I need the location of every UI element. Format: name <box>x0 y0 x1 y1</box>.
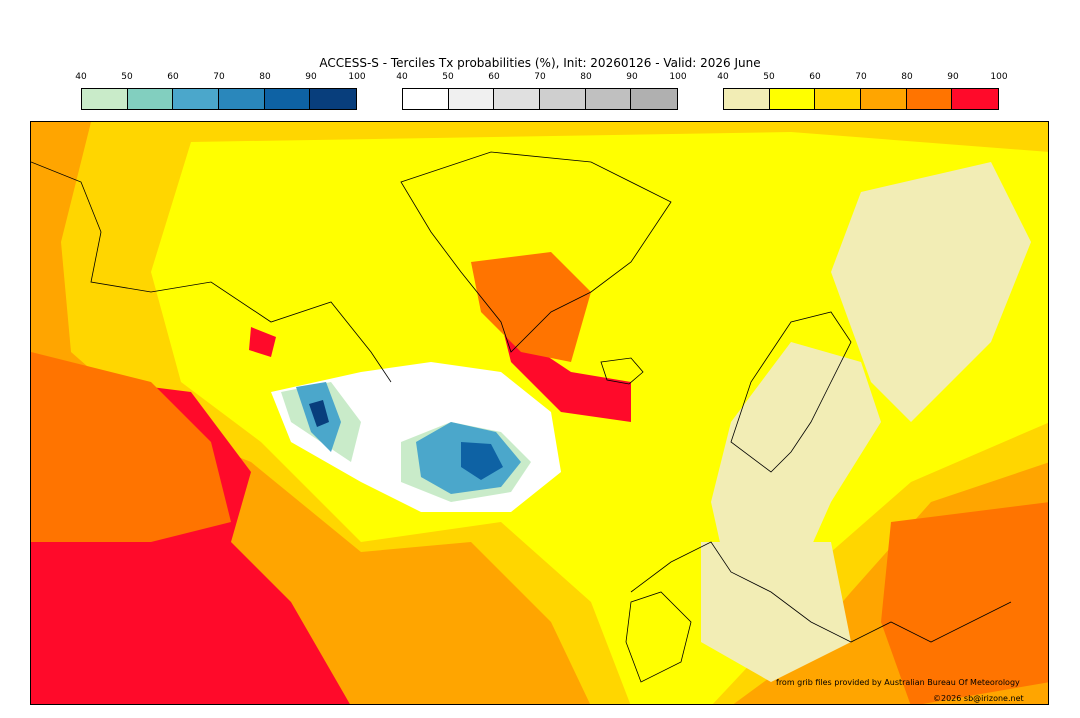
legend-swatch <box>540 89 586 109</box>
legend-normal: 40 50 60 70 80 90 100 <box>396 72 687 112</box>
legend-swatch <box>769 89 816 109</box>
probability-map-canvas <box>31 122 1048 704</box>
legend-below-ticks: 40 50 60 70 80 90 100 <box>75 72 365 86</box>
legend-swatch <box>82 89 128 109</box>
data-source-credit: from grib files provided by Australian B… <box>776 678 1020 687</box>
strong-warm-small <box>249 327 276 357</box>
legend-swatch <box>631 89 678 109</box>
legend-tick: 90 <box>626 72 638 82</box>
legend-tick: 60 <box>488 72 500 82</box>
legend-tick: 100 <box>348 72 366 82</box>
coastline-scandinavia <box>730 311 852 473</box>
map-title: ACCESS-S - Terciles Tx probabilities (%)… <box>319 56 761 70</box>
legend-normal-ticks: 40 50 60 70 80 90 100 <box>396 72 686 86</box>
legend-swatch <box>219 89 265 109</box>
legend-below: 40 50 60 70 80 90 100 <box>75 72 366 112</box>
probability-map: from grib files provided by Australian B… <box>30 121 1049 705</box>
legend-swatch <box>952 89 999 109</box>
legend-swatch <box>448 89 495 109</box>
legend-swatch <box>724 89 770 109</box>
warm-orange-patch-1 <box>471 252 591 362</box>
legend-swatch <box>127 89 174 109</box>
legend-tick: 70 <box>534 72 546 82</box>
coastline-greenland <box>400 151 672 353</box>
legend-swatch <box>403 89 449 109</box>
legend-tick: 60 <box>167 72 179 82</box>
legend-tick: 90 <box>947 72 959 82</box>
legend-above: 40 50 60 70 80 90 100 <box>717 72 1008 112</box>
legend-tick: 70 <box>213 72 225 82</box>
legend-swatch <box>310 89 357 109</box>
coastline-europe <box>630 541 1012 643</box>
legend-swatch <box>861 89 907 109</box>
cool-region-dark <box>309 400 329 427</box>
pale-region-europe <box>701 542 851 682</box>
legend-tick: 70 <box>855 72 867 82</box>
legend-tick: 90 <box>305 72 317 82</box>
legend-swatch <box>494 89 541 109</box>
legend-above-colorbar <box>723 88 999 110</box>
legend-normal-colorbar <box>402 88 678 110</box>
legend-tick: 100 <box>669 72 687 82</box>
copyright-credit: ©2026 sb@irizone.net <box>933 694 1024 703</box>
legend-swatch <box>173 89 220 109</box>
legend-swatch <box>906 89 953 109</box>
pale-region-scandinavia <box>711 342 881 592</box>
legend-swatch <box>815 89 862 109</box>
coastline-iberia <box>625 591 692 683</box>
legend-tick: 60 <box>809 72 821 82</box>
coastline-iceland <box>600 357 644 385</box>
legend-tick: 40 <box>75 72 87 82</box>
legend-swatch <box>264 89 311 109</box>
legend-tick: 50 <box>442 72 454 82</box>
legend-swatch <box>585 89 632 109</box>
pale-region-russia <box>831 162 1031 422</box>
legend-tick: 40 <box>396 72 408 82</box>
legend-tick: 80 <box>901 72 913 82</box>
legend-tick: 50 <box>763 72 775 82</box>
legend-tick: 80 <box>259 72 271 82</box>
legend-tick: 40 <box>717 72 729 82</box>
warm-orange-patch-2 <box>881 502 1048 704</box>
legend-below-colorbar <box>81 88 357 110</box>
legend-tick: 100 <box>990 72 1008 82</box>
coastline-north-america <box>31 161 392 383</box>
legend-above-ticks: 40 50 60 70 80 90 100 <box>717 72 1007 86</box>
cool-region-dark-2 <box>461 442 503 480</box>
legend-tick: 50 <box>121 72 133 82</box>
warm-orange-patch-3 <box>31 352 231 542</box>
legend-tick: 80 <box>580 72 592 82</box>
